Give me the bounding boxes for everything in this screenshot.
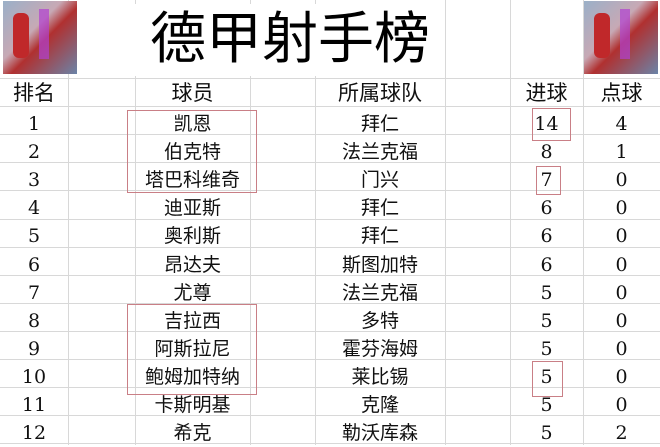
cell-goals: 6 [540, 225, 553, 248]
grid-line [0, 330, 660, 332]
cell-penalties: 0 [615, 365, 628, 388]
cell-player: 卡斯明基 [154, 394, 231, 416]
cell-goals: 6 [540, 197, 553, 220]
header-team: 所属球队 [338, 81, 422, 105]
cell-penalties: 4 [615, 113, 628, 135]
cell-rank: 9 [27, 337, 41, 360]
grid-line [0, 78, 660, 79]
cell-goals: 5 [540, 394, 553, 416]
cell-goals: 5 [540, 309, 553, 332]
cell-player: 奥利斯 [163, 225, 221, 248]
grid-line [0, 190, 660, 192]
highlight-box [536, 166, 561, 195]
grid-line [510, 0, 511, 445]
cell-rank: 2 [27, 141, 41, 164]
grid-line [0, 274, 660, 276]
page-title: 德甲射手榜 [135, 4, 445, 76]
header-goals: 进球 [525, 81, 568, 105]
cell-player: 尤尊 [173, 281, 212, 304]
cell-rank: 6 [27, 253, 41, 276]
cell-player: 吉拉西 [163, 309, 221, 332]
cell-player: 迪亚斯 [163, 197, 221, 220]
cell-player: 阿斯拉尼 [154, 337, 231, 360]
grid-line [0, 415, 660, 417]
cell-player: 希克 [173, 422, 212, 445]
cell-team: 拜仁 [360, 113, 399, 135]
cell-team: 门兴 [360, 169, 399, 192]
cell-penalties: 0 [615, 225, 628, 248]
grid-line [250, 0, 251, 445]
cell-rank: 8 [27, 309, 41, 332]
cell-rank: 11 [21, 394, 47, 416]
cell-rank: 12 [21, 422, 47, 445]
grid-line [0, 302, 660, 304]
player-image-left [3, 1, 77, 74]
cell-player: 鲍姆加特纳 [144, 365, 240, 388]
header-rank: 排名 [13, 81, 55, 105]
cell-rank: 5 [27, 225, 41, 248]
cell-rank: 3 [27, 169, 41, 192]
cell-penalties: 0 [615, 281, 628, 304]
cell-penalties: 0 [615, 253, 628, 276]
cell-penalties: 0 [615, 169, 628, 192]
cell-goals: 5 [540, 422, 553, 445]
cell-goals: 5 [540, 365, 553, 388]
cell-penalties: 0 [615, 337, 628, 360]
cell-goals: 14 [534, 113, 559, 135]
grid-line [0, 106, 660, 108]
cell-player: 昂达夫 [163, 253, 221, 276]
grid-line [0, 387, 660, 389]
cell-team: 多特 [360, 309, 399, 332]
highlight-box [127, 304, 257, 395]
cell-goals: 5 [540, 337, 553, 360]
cell-penalties: 0 [615, 394, 628, 416]
cell-penalties: 0 [615, 309, 628, 332]
cell-team: 拜仁 [360, 197, 399, 220]
cell-rank: 1 [27, 113, 41, 135]
cell-penalties: 0 [615, 197, 628, 220]
cell-team: 法兰克福 [341, 141, 418, 164]
grid-line [583, 0, 584, 445]
cell-player: 凯恩 [173, 113, 212, 135]
cell-penalties: 2 [615, 422, 628, 445]
grid-line [135, 0, 136, 445]
grid-line [68, 0, 69, 445]
grid-line [0, 443, 660, 445]
player-image-right [584, 1, 658, 74]
highlight-box [127, 110, 257, 193]
cell-team: 斯图加特 [341, 253, 418, 276]
highlight-box [532, 108, 571, 141]
cell-rank: 4 [27, 197, 41, 220]
cell-player: 伯克特 [163, 141, 221, 164]
cell-team: 勒沃库森 [341, 422, 418, 445]
grid-line [0, 162, 660, 164]
cell-rank: 10 [21, 365, 47, 388]
highlight-box [532, 361, 563, 397]
cell-goals: 7 [540, 169, 553, 192]
cell-team: 克隆 [360, 394, 399, 416]
grid-line [315, 0, 316, 445]
header-penalties: 点球 [600, 81, 643, 105]
cell-goals: 8 [540, 141, 553, 164]
cell-team: 法兰克福 [341, 281, 418, 304]
cell-penalties: 1 [615, 141, 628, 164]
grid-line [0, 218, 660, 220]
grid-line [445, 0, 446, 445]
cell-rank: 7 [27, 281, 41, 304]
cell-player: 塔巴科维奇 [144, 169, 240, 192]
grid-line [0, 134, 660, 136]
cell-team: 霍芬海姆 [341, 337, 418, 360]
cell-team: 莱比锡 [351, 365, 409, 388]
grid-line [0, 359, 660, 360]
cell-team: 拜仁 [360, 225, 399, 248]
header-player: 球员 [171, 81, 214, 105]
cell-goals: 6 [540, 253, 553, 276]
grid-line [0, 246, 660, 248]
cell-goals: 5 [540, 281, 553, 304]
